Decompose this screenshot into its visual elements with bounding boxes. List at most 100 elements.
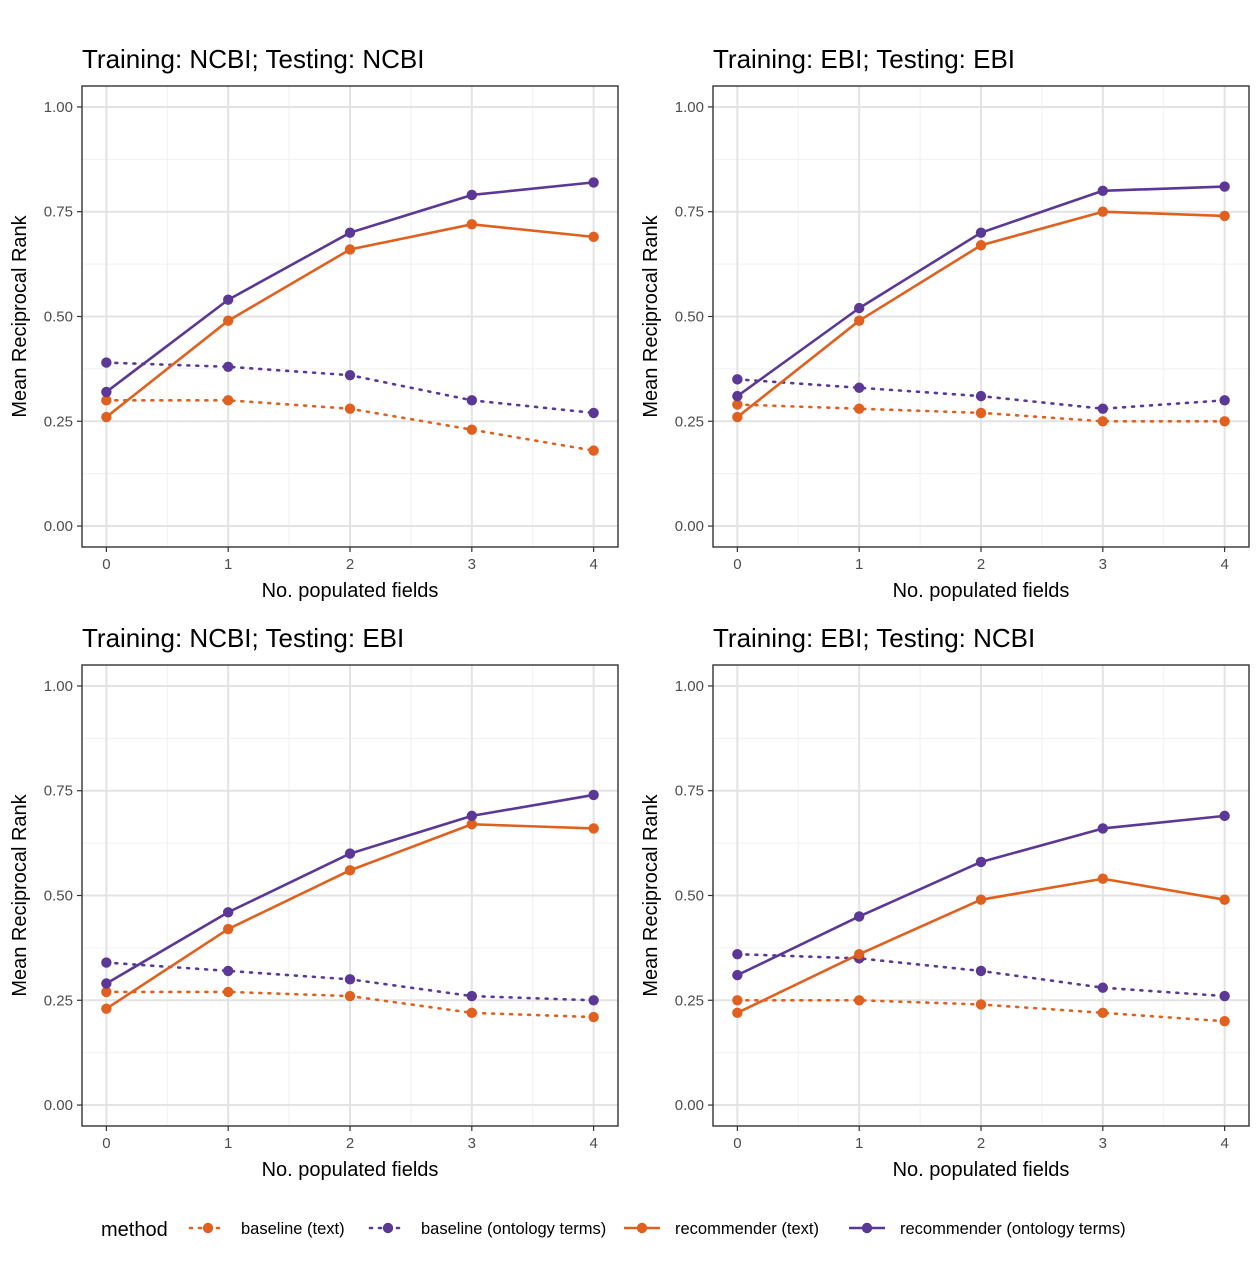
data-point (1097, 873, 1109, 884)
legend-label: baseline (ontology terms) (421, 1220, 606, 1238)
series-recommender-ontology-terms (732, 181, 1230, 402)
series-recommender-text (101, 819, 599, 1014)
data-point (1097, 982, 1109, 993)
y-tick-label: 0.50 (44, 888, 73, 905)
legend-key-point (861, 1222, 873, 1234)
data-point (466, 219, 478, 230)
y-tick-label: 0.25 (675, 413, 704, 430)
data-point (853, 911, 865, 922)
legend-title: method (101, 1219, 168, 1241)
data-point (344, 865, 356, 876)
y-tick-label: 0.50 (675, 888, 704, 905)
y-axis-label: Mean Reciprocal Rank (640, 214, 662, 417)
y-tick-label: 0.25 (44, 992, 73, 1009)
y-tick-label: 0.25 (675, 992, 704, 1009)
y-tick-label: 0.25 (44, 413, 73, 430)
data-point (1097, 403, 1109, 414)
data-point (975, 407, 987, 419)
panel-2: Training: EBI; Testing: EBI 0.00 0.25 0.50 0… (640, 44, 1250, 602)
x-tick-label: 0 (102, 1135, 110, 1152)
x-tick-label: 1 (224, 1135, 232, 1152)
series-baseline-text (732, 995, 1230, 1027)
y-tick-label: 0.75 (675, 204, 704, 221)
data-point (732, 411, 743, 423)
x-axis-label: No. populated fields (262, 580, 439, 602)
x-tick-label: 3 (1099, 1135, 1107, 1152)
data-point (344, 403, 356, 414)
data-point (222, 395, 234, 406)
legend-label: recommender (ontology terms) (900, 1220, 1126, 1238)
data-point (466, 395, 478, 406)
data-point (588, 445, 599, 456)
x-tick-label: 3 (468, 1135, 476, 1152)
x-axis-label: No. populated fields (262, 1159, 439, 1181)
x-tick-label: 4 (1220, 556, 1228, 573)
data-point (466, 189, 478, 201)
x-axis-label: No. populated fields (893, 1159, 1070, 1181)
series-recommender-ontology-terms (101, 177, 599, 398)
legend-key-point (382, 1222, 394, 1234)
series-recommender-text (732, 206, 1230, 423)
data-point (853, 948, 865, 960)
data-point (732, 399, 743, 410)
legend: method baseline (text) baseline (ontology… (101, 1219, 1126, 1241)
panels: Training: NCBI; Testing: NCBI 0.00 0.25 0.5… (9, 44, 1250, 1181)
series-recommender-text (101, 219, 599, 423)
series-recommender-ontology-terms (101, 789, 599, 989)
data-point (853, 403, 865, 414)
data-point (588, 231, 599, 243)
legend-label: baseline (text) (241, 1220, 345, 1238)
panel-4: Training: EBI; Testing: NCBI 0.00 0.25 0.50… (640, 623, 1250, 1181)
data-point (101, 986, 112, 998)
data-point (101, 411, 112, 423)
x-axis-label: No. populated fields (893, 580, 1070, 602)
y-axis-label: Mean Reciprocal Rank (640, 793, 662, 996)
data-point (853, 315, 865, 326)
series-baseline-text (101, 986, 599, 1023)
data-point (732, 374, 743, 385)
series-baseline-ontology-terms (101, 957, 599, 1006)
data-point (1219, 810, 1230, 822)
legend-key-point (636, 1222, 648, 1234)
legend-item-baseline-ontology-terms: baseline (ontology terms) (368, 1220, 606, 1238)
data-point (588, 177, 599, 188)
data-point (1097, 206, 1109, 217)
data-point (466, 990, 478, 1002)
data-point (344, 369, 356, 381)
legend-items: baseline (text) baseline (ontology terms)… (188, 1220, 1126, 1238)
data-point (344, 974, 356, 985)
y-tick-label: 0.50 (44, 309, 73, 326)
data-point (101, 957, 112, 968)
data-point (1219, 210, 1230, 222)
x-tick-label: 1 (855, 556, 863, 573)
series-baseline-text (732, 399, 1230, 427)
data-point (975, 894, 987, 905)
data-point (1219, 395, 1230, 406)
data-point (222, 965, 234, 977)
data-point (222, 361, 234, 372)
x-tick-label: 3 (1099, 556, 1107, 573)
x-tick-label: 0 (733, 1135, 741, 1152)
data-point (222, 294, 234, 305)
data-point (975, 999, 987, 1010)
y-tick-label: 0.00 (675, 518, 704, 535)
data-point (975, 965, 987, 977)
legend-item-recommender-text: recommender (text) (624, 1220, 819, 1238)
data-point (101, 395, 112, 406)
data-point (588, 823, 599, 834)
data-point (732, 995, 743, 1006)
data-point (732, 1007, 743, 1019)
data-point (588, 407, 599, 419)
data-point (1097, 416, 1109, 427)
y-tick-label: 0.50 (675, 309, 704, 326)
x-tick-label: 2 (346, 556, 354, 573)
data-point (1219, 894, 1230, 905)
data-point (853, 382, 865, 393)
series-recommender-ontology-terms (732, 810, 1230, 981)
data-point (588, 1011, 599, 1023)
x-tick-label: 1 (224, 556, 232, 573)
data-point (588, 995, 599, 1006)
data-point (1219, 416, 1230, 427)
data-point (101, 386, 112, 398)
